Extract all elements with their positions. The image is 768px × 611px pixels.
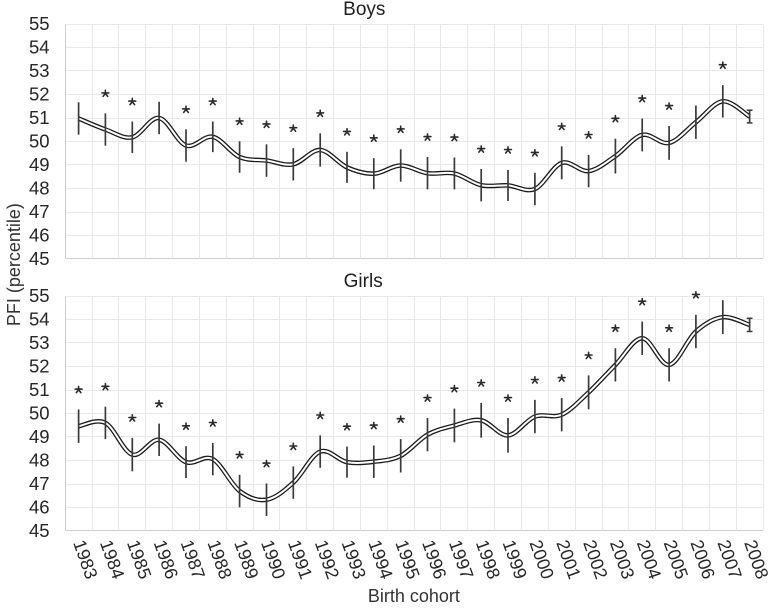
svg-text:48: 48	[29, 178, 50, 199]
svg-text:45: 45	[29, 248, 50, 269]
svg-text:51: 51	[29, 107, 50, 128]
svg-text:53: 53	[29, 332, 50, 353]
svg-text:47: 47	[29, 201, 50, 222]
svg-text:48: 48	[29, 450, 50, 471]
svg-text:54: 54	[29, 37, 50, 58]
svg-text:50: 50	[29, 131, 50, 152]
svg-text:52: 52	[29, 356, 50, 377]
svg-text:Birth cohort: Birth cohort	[368, 586, 460, 606]
svg-text:51: 51	[29, 379, 50, 400]
svg-text:49: 49	[29, 154, 50, 175]
svg-text:Boys: Boys	[343, 0, 385, 20]
svg-text:52: 52	[29, 84, 50, 105]
svg-text:46: 46	[29, 225, 50, 246]
svg-text:47: 47	[29, 473, 50, 494]
svg-text:45: 45	[29, 520, 50, 541]
svg-text:46: 46	[29, 497, 50, 518]
svg-text:50: 50	[29, 403, 50, 424]
svg-text:55: 55	[29, 13, 50, 34]
svg-text:53: 53	[29, 60, 50, 81]
svg-text:54: 54	[29, 309, 50, 330]
svg-text:49: 49	[29, 426, 50, 447]
svg-text:Girls: Girls	[344, 271, 383, 292]
svg-text:PFI (percentile): PFI (percentile)	[4, 203, 24, 326]
svg-text:55: 55	[29, 285, 50, 306]
